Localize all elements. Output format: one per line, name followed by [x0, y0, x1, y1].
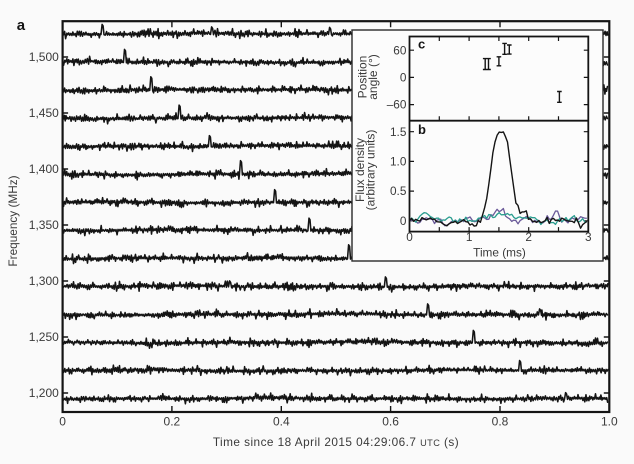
svg-text:1,350: 1,350: [29, 218, 59, 232]
svg-text:1,450: 1,450: [29, 106, 59, 120]
svg-text:1,400: 1,400: [29, 162, 59, 176]
svg-text:Flux density: Flux density: [353, 138, 367, 202]
svg-text:0.2: 0.2: [164, 415, 181, 429]
svg-text:1.0: 1.0: [601, 415, 618, 429]
svg-text:Time since 18 April 2015 04:29: Time since 18 April 2015 04:29:06.7 UTC …: [213, 435, 459, 449]
svg-text:0.8: 0.8: [492, 415, 509, 429]
svg-text:1,500: 1,500: [29, 50, 59, 64]
svg-text:0.6: 0.6: [382, 415, 399, 429]
svg-text:1,300: 1,300: [29, 274, 59, 288]
svg-text:1.5: 1.5: [390, 125, 407, 139]
svg-text:Frequency (MHz): Frequency (MHz): [6, 175, 20, 266]
svg-text:1,250: 1,250: [29, 330, 59, 344]
svg-text:a: a: [17, 17, 26, 34]
svg-text:2: 2: [525, 230, 532, 244]
svg-text:angle (°): angle (°): [366, 54, 380, 100]
svg-text:1.0: 1.0: [390, 155, 407, 169]
svg-text:(arbitrary units): (arbitrary units): [363, 130, 377, 211]
svg-text:0: 0: [400, 71, 407, 85]
svg-text:1,200: 1,200: [29, 386, 59, 400]
svg-text:0: 0: [400, 214, 407, 228]
svg-text:Position: Position: [355, 56, 369, 99]
svg-text:c: c: [418, 37, 425, 52]
svg-text:0.4: 0.4: [273, 415, 290, 429]
svg-text:3: 3: [585, 230, 592, 244]
svg-text:60: 60: [393, 43, 407, 57]
svg-text:b: b: [418, 122, 426, 137]
svg-text:Time (ms): Time (ms): [473, 245, 526, 259]
svg-text:1: 1: [466, 230, 473, 244]
svg-text:–60: –60: [387, 98, 407, 112]
svg-text:0: 0: [59, 415, 66, 429]
svg-text:0.5: 0.5: [390, 184, 407, 198]
svg-text:0: 0: [406, 230, 413, 244]
